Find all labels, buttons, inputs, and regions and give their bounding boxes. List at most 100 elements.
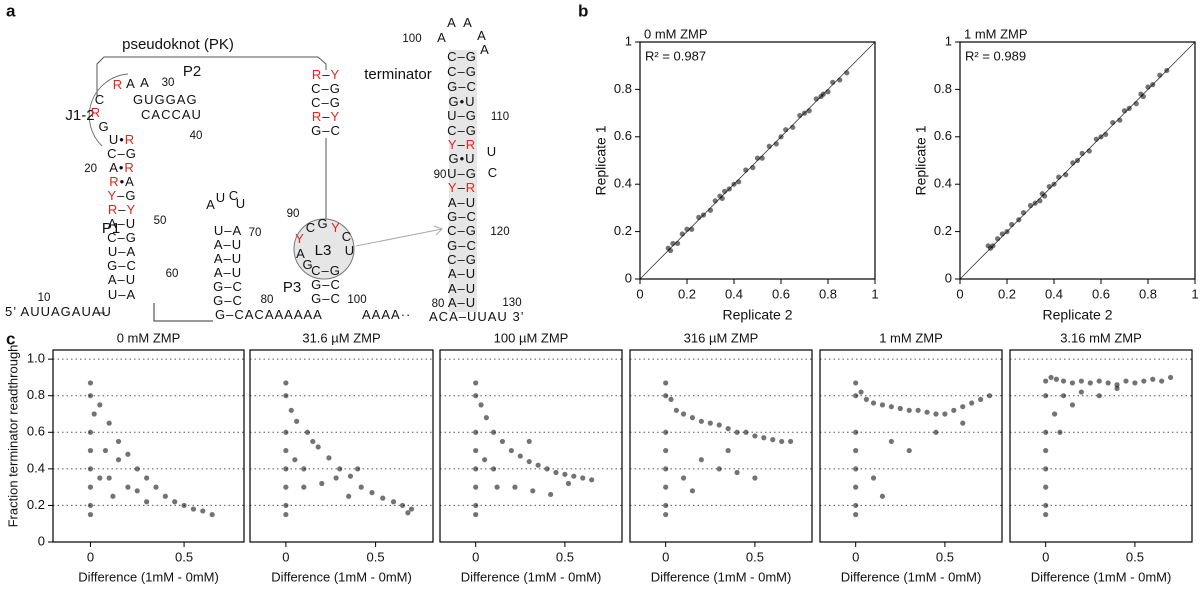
point <box>548 491 554 498</box>
point <box>571 473 577 479</box>
point <box>580 475 586 481</box>
point <box>292 457 298 463</box>
x-tick-label: 0 <box>472 549 479 564</box>
point <box>1043 447 1049 454</box>
pk-bracket <box>96 56 327 96</box>
point <box>743 429 749 435</box>
point <box>667 247 674 254</box>
point <box>1086 148 1092 154</box>
nucleotide-number: 50 <box>154 215 167 227</box>
x-tick-label: 0 <box>636 286 643 301</box>
point <box>517 453 523 459</box>
x-tick-label: 0 <box>87 549 94 564</box>
nucleotide: C–G <box>311 95 341 110</box>
point <box>294 418 300 424</box>
point <box>879 493 886 499</box>
point <box>347 473 354 479</box>
point <box>1043 511 1049 518</box>
point <box>990 243 996 249</box>
point <box>319 480 325 487</box>
y-tick-label: 0.6 <box>934 128 952 143</box>
point <box>134 488 140 494</box>
x-tick-label: 0.5 <box>556 549 574 564</box>
plot-frame <box>959 41 1196 280</box>
structure-label: J1-2 <box>65 107 94 124</box>
point <box>144 475 150 481</box>
point <box>87 447 94 454</box>
y-tick-label: 1 <box>625 33 632 48</box>
connector <box>153 303 213 322</box>
structure-label: P1 <box>102 220 120 237</box>
y-tick-label: 0 <box>625 270 632 285</box>
point <box>115 438 122 445</box>
point <box>153 484 159 490</box>
point <box>853 502 859 509</box>
nucleotide: G–C <box>107 258 137 273</box>
nucleotide: Y–G <box>107 188 136 203</box>
nucleotide: A–U <box>448 281 476 296</box>
point <box>473 447 479 454</box>
plot-frame <box>629 349 813 543</box>
point <box>106 475 112 481</box>
chart: 0 0.2 0.4 0.6 0.8 1 0 0.2 0.4 0.6 0.8 1 0 mM ZMP R² =… <box>593 26 879 322</box>
point <box>490 466 497 472</box>
point <box>870 400 877 406</box>
point <box>562 471 568 477</box>
nucleotide: R <box>113 77 123 92</box>
point <box>125 484 131 490</box>
point <box>1150 376 1156 382</box>
nucleotide: C–G <box>447 49 477 64</box>
annotation: R² = 0.989 <box>965 48 1026 63</box>
y-tick-label: 0.4 <box>934 176 952 191</box>
structure-label: P3 <box>283 279 301 296</box>
point <box>870 475 877 481</box>
point <box>283 502 289 509</box>
x-axis-label: Difference (1mM - 0mM) <box>651 569 792 584</box>
point <box>716 466 722 472</box>
structure-label: P2 <box>183 63 201 80</box>
nucleotide: A <box>463 15 473 30</box>
point <box>663 380 669 386</box>
point <box>1110 119 1116 126</box>
nucleotide: C <box>342 229 352 244</box>
nucleotide: GUGGAG <box>133 92 198 107</box>
point <box>1079 150 1085 156</box>
point <box>719 195 725 202</box>
y-tick-label: 0 <box>945 270 952 285</box>
point <box>1132 380 1138 386</box>
nucleotide: C–G <box>447 64 477 79</box>
nucleotide: U•R <box>109 132 135 147</box>
point <box>1087 380 1093 386</box>
point <box>960 420 966 426</box>
nucleotide: G–C <box>447 79 477 94</box>
x-axis-label: Replicate 2 <box>722 307 792 323</box>
point <box>1117 117 1123 123</box>
nucleotide: G–CACAAAAAA <box>215 307 323 322</box>
chart: 0 0.5 31.6 µM ZMP Difference (1mM - 0mM) <box>249 330 434 584</box>
point <box>1078 378 1084 384</box>
nucleotide: A–U <box>108 272 136 287</box>
point <box>1043 429 1049 435</box>
point <box>773 141 779 147</box>
nucleotide-number: 40 <box>190 130 203 142</box>
x-tick-label: 0.5 <box>1126 549 1144 564</box>
panel-label: b <box>578 1 588 20</box>
point <box>663 466 669 472</box>
nucleotide: A–U <box>214 265 242 280</box>
point <box>689 488 696 494</box>
x-tick-label: 0.2 <box>678 286 696 301</box>
point <box>663 447 669 454</box>
point <box>1032 200 1038 206</box>
point <box>1053 376 1059 382</box>
point <box>663 484 669 490</box>
point <box>1145 84 1151 90</box>
point <box>1096 378 1102 384</box>
nucleotide: G–C <box>447 238 477 253</box>
nucleotide: Y <box>295 231 305 246</box>
point <box>283 511 289 518</box>
point <box>933 411 939 417</box>
point <box>499 438 506 445</box>
point <box>473 484 479 490</box>
point <box>97 475 103 481</box>
chart: 0 0.5 1 mM ZMP Difference (1mM - 0mM) <box>819 330 1003 584</box>
